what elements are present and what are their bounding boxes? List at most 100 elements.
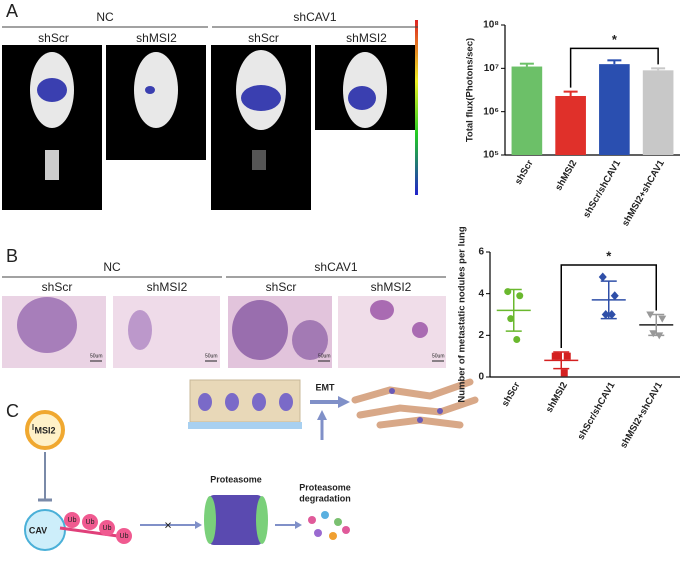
bar bbox=[511, 66, 543, 155]
ub bbox=[82, 514, 98, 530]
signal bbox=[37, 78, 67, 102]
point bbox=[560, 369, 568, 377]
x-tick-label: shMSI2 bbox=[544, 380, 570, 414]
point bbox=[658, 315, 667, 323]
colorbar bbox=[415, 20, 418, 195]
nucleus bbox=[225, 393, 239, 411]
node-label: Proteasome bbox=[210, 474, 262, 484]
y-tick-label: 10⁶ bbox=[483, 106, 499, 117]
nucleus bbox=[198, 393, 212, 411]
y-tick-label: 0 bbox=[478, 372, 484, 383]
ub-label: Ub bbox=[103, 525, 112, 532]
nucleus bbox=[437, 408, 443, 414]
point bbox=[649, 330, 658, 338]
group-title: NC bbox=[96, 10, 114, 24]
imaging-panel bbox=[2, 20, 418, 210]
column-title: shScr bbox=[266, 280, 297, 294]
node-label: CAV bbox=[29, 525, 47, 535]
group-title: NC bbox=[103, 260, 121, 274]
ub-label: Ub bbox=[68, 517, 77, 524]
point bbox=[563, 352, 571, 360]
scale-bar-label: 50um bbox=[205, 353, 218, 359]
point bbox=[610, 291, 619, 301]
x-tick-label: shScr/shCAV1 bbox=[581, 158, 623, 220]
fragment bbox=[342, 526, 350, 534]
y-axis-label: Total flux(Photons/sec) bbox=[465, 38, 476, 142]
node-label: Proteasome bbox=[299, 482, 351, 492]
arrowhead bbox=[195, 521, 202, 529]
y-tick-label: 10⁷ bbox=[484, 63, 499, 74]
signal bbox=[241, 85, 281, 111]
y-tick-label: 10⁵ bbox=[483, 150, 499, 161]
point bbox=[516, 292, 524, 300]
node-label: MSI2 bbox=[34, 425, 55, 435]
group-title: shCAV1 bbox=[314, 260, 357, 274]
y-axis-label: Number of metastatic nodules per lung bbox=[457, 226, 468, 402]
column-title: shScr bbox=[38, 31, 69, 45]
nucleus bbox=[389, 388, 395, 394]
arrowhead bbox=[317, 410, 327, 420]
nucleus bbox=[252, 393, 266, 411]
diagram: × bbox=[24, 378, 479, 551]
y-tick-label: 4 bbox=[478, 288, 484, 299]
nodule bbox=[128, 310, 152, 350]
fragment bbox=[314, 529, 322, 537]
bar bbox=[555, 95, 586, 155]
scale-bar-label: 50um bbox=[318, 353, 331, 359]
ub-chain bbox=[59, 526, 126, 539]
tail bbox=[45, 150, 59, 180]
point bbox=[607, 310, 616, 319]
tail bbox=[252, 150, 266, 170]
arrowhead bbox=[295, 521, 302, 529]
fragment bbox=[334, 518, 342, 526]
fragment bbox=[308, 516, 316, 524]
column-title: shMSI2 bbox=[371, 280, 412, 294]
column-title: shMSI2 bbox=[147, 280, 188, 294]
arrowhead bbox=[338, 396, 350, 408]
proteasome-cap bbox=[204, 496, 216, 544]
fragment bbox=[329, 532, 337, 540]
significance-label: * bbox=[606, 248, 612, 263]
nucleus bbox=[417, 417, 423, 423]
nucleus bbox=[279, 393, 293, 411]
block-mark: × bbox=[164, 517, 172, 532]
nodule bbox=[412, 322, 428, 338]
nodule bbox=[292, 320, 328, 360]
panel-label: B bbox=[6, 246, 18, 266]
scale-bar-label: 50um bbox=[90, 353, 103, 359]
point bbox=[601, 310, 610, 319]
fragment bbox=[321, 511, 329, 519]
significance-bracket bbox=[569, 47, 659, 88]
y-tick-label: 10⁸ bbox=[483, 20, 499, 31]
signal bbox=[145, 86, 155, 94]
point bbox=[554, 352, 562, 360]
column-title: shMSI2 bbox=[136, 31, 177, 45]
x-tick-label: shScr bbox=[500, 380, 523, 409]
significance-bracket bbox=[560, 264, 657, 348]
signal bbox=[348, 86, 376, 110]
proteasome-cap bbox=[256, 496, 268, 544]
x-tick-label: shMSI2+shCAV1 bbox=[618, 380, 665, 451]
node-label: EMT bbox=[316, 382, 336, 392]
panel-label: C bbox=[6, 401, 19, 421]
ub-label: Ub bbox=[120, 533, 129, 540]
ub bbox=[64, 512, 80, 528]
bar bbox=[642, 70, 674, 155]
point bbox=[507, 315, 515, 323]
ub bbox=[99, 520, 115, 536]
column-title: shScr bbox=[248, 31, 279, 45]
panel-label: A bbox=[6, 1, 18, 21]
mouse bbox=[134, 52, 178, 128]
proteasome-core bbox=[208, 495, 263, 545]
group-title: shCAV1 bbox=[293, 10, 336, 24]
nodule bbox=[17, 297, 77, 353]
nodule bbox=[370, 300, 394, 320]
scale-bar-label: 50um bbox=[432, 353, 445, 359]
column-title: shScr bbox=[42, 280, 73, 294]
ub-label: Ub bbox=[86, 519, 95, 526]
nodule bbox=[232, 300, 288, 360]
y-tick-label: 6 bbox=[478, 247, 484, 258]
x-tick-label: shScr/shCAV1 bbox=[576, 380, 618, 442]
node-label: degradation bbox=[299, 493, 351, 503]
